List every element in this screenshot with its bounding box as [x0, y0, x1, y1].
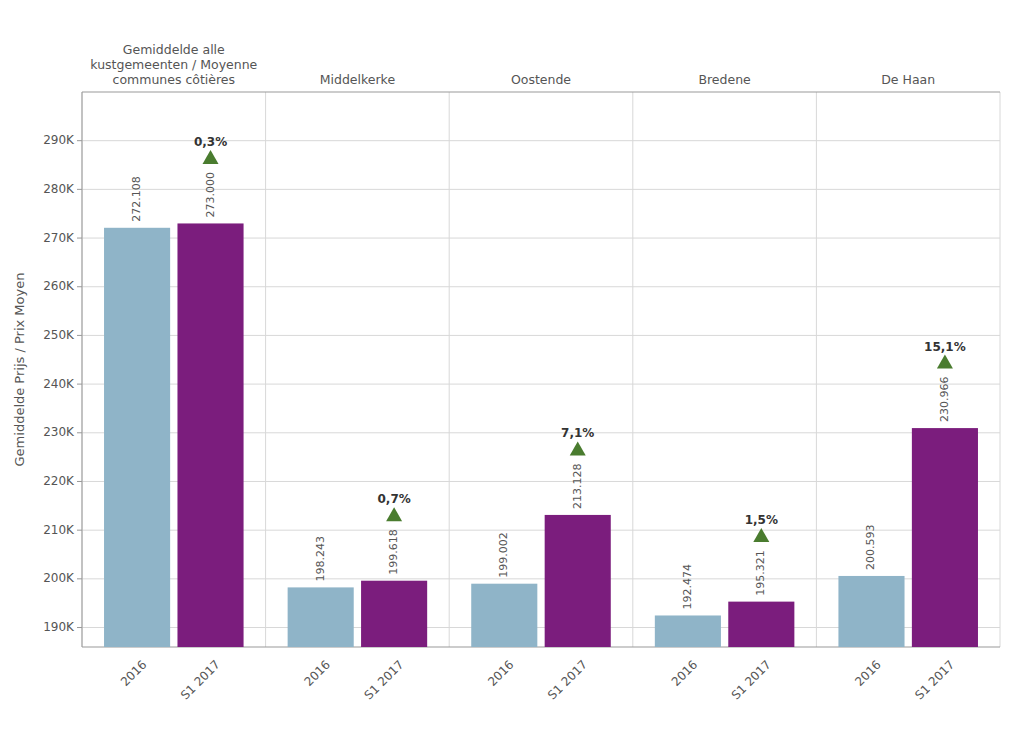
- change-label: 0,7%: [377, 492, 410, 506]
- group-divider: [632, 92, 633, 647]
- change-marker: [753, 528, 769, 542]
- change-label: 1,5%: [745, 513, 778, 527]
- group-header: Bredene: [698, 72, 751, 87]
- y-tick: [77, 140, 82, 141]
- y-tick-label: 210K: [43, 523, 75, 537]
- y-tick: [77, 627, 82, 628]
- y-tick-label: 240K: [43, 377, 75, 391]
- bar: [177, 223, 243, 647]
- x-tick-label: 2016: [118, 657, 149, 688]
- y-tick: [77, 384, 82, 385]
- y-axis: 190K 200K 210K 220K 230K 240K 250K 260K 270K 280K…: [43, 133, 82, 634]
- change-label: 7,1%: [561, 426, 594, 440]
- y-tick-label: 270K: [43, 231, 75, 245]
- value-label: 272.108: [130, 176, 143, 222]
- y-tick: [77, 189, 82, 190]
- group-divider: [82, 92, 83, 647]
- value-label: 195.321: [754, 550, 767, 596]
- y-tick: [77, 238, 82, 239]
- group-divider: [265, 92, 266, 647]
- x-tick-label: S1 2017: [729, 657, 774, 702]
- bar: [655, 615, 721, 647]
- plot-top-line: [82, 92, 1000, 93]
- change-label: 0,3%: [194, 135, 227, 149]
- group-header: De Haan: [881, 72, 935, 87]
- change-marker: [386, 507, 402, 521]
- grid: [82, 92, 1000, 647]
- group-divider: [449, 92, 450, 647]
- x-tick-label: 2016: [302, 657, 333, 688]
- y-tick: [77, 530, 82, 531]
- y-tick-label: 190K: [43, 620, 75, 634]
- group-header: Gemiddelde allekustgemeenten / Moyenneco…: [90, 42, 257, 87]
- bar: [838, 576, 904, 647]
- y-axis-label: Gemiddelde Prijs / Prix Moyen: [12, 273, 27, 467]
- bar: [361, 581, 427, 647]
- y-tick-label: 230K: [43, 425, 75, 439]
- value-label: 198.243: [314, 536, 327, 582]
- y-tick: [77, 286, 82, 287]
- value-label: 273.000: [204, 172, 217, 218]
- change-marker: [203, 150, 219, 164]
- x-tick-label: 2016: [669, 657, 700, 688]
- bar: [545, 515, 611, 647]
- change-marker: [937, 355, 953, 369]
- group-header: Oostende: [511, 72, 571, 87]
- y-tick: [77, 481, 82, 482]
- y-axis-line: [82, 92, 83, 647]
- group-divider: [1000, 92, 1001, 647]
- y-tick-label: 200K: [43, 571, 75, 585]
- chart: 190K 200K 210K 220K 230K 240K 250K 260K 270K 280K…: [0, 0, 1024, 731]
- y-tick: [77, 335, 82, 336]
- bar: [728, 602, 794, 647]
- change-marker: [570, 441, 586, 455]
- bar: [104, 228, 170, 647]
- value-label: 200.593: [864, 524, 877, 570]
- y-tick-label: 290K: [43, 133, 75, 147]
- y-tick-label: 250K: [43, 328, 75, 342]
- x-tick-label: S1 2017: [361, 657, 406, 702]
- bars: [104, 223, 978, 647]
- bar: [288, 587, 354, 647]
- value-label: 213.128: [571, 463, 584, 509]
- x-tick-label: S1 2017: [178, 657, 223, 702]
- y-tick-label: 220K: [43, 474, 75, 488]
- value-label: 230.966: [938, 377, 951, 423]
- x-tick-label: S1 2017: [912, 657, 957, 702]
- x-tick-label: S1 2017: [545, 657, 590, 702]
- value-label: 192.474: [681, 564, 694, 610]
- x-tick-label: 2016: [485, 657, 516, 688]
- labels: 272.108 198.243 199.002 192.474 200.593 273.0…: [130, 135, 966, 610]
- grid-line: [82, 189, 1000, 190]
- value-label: 199.002: [497, 532, 510, 578]
- value-label: 199.618: [387, 529, 400, 575]
- y-tick-label: 280K: [43, 182, 75, 196]
- group-header: Middelkerke: [320, 72, 396, 87]
- y-tick-label: 260K: [43, 279, 75, 293]
- y-tick: [77, 578, 82, 579]
- bar: [912, 428, 978, 647]
- x-tick-label: 2016: [852, 657, 883, 688]
- change-label: 15,1%: [924, 340, 966, 354]
- bar: [471, 584, 537, 647]
- group-divider: [816, 92, 817, 647]
- y-tick: [77, 432, 82, 433]
